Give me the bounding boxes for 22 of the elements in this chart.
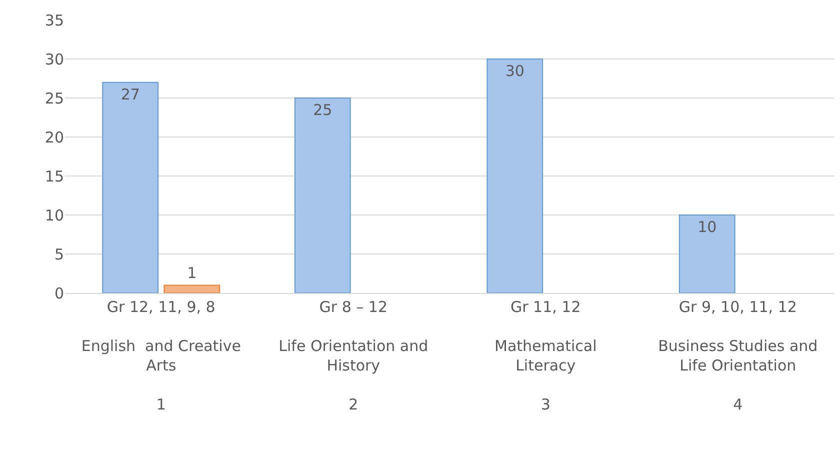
category-label: Gr 8 – 12 Life Orientation and History 2: [278, 298, 428, 414]
y-tick-label: 10: [44, 206, 64, 224]
bar: [486, 58, 544, 293]
y-tick-label: 5: [54, 245, 64, 264]
category-label: Gr 12, 11, 9, 8 English and Creative Arts 1: [81, 298, 241, 414]
bar: [102, 82, 159, 293]
y-tick-label: 25: [44, 89, 64, 108]
category-label: Gr 11, 12 Mathematical Literacy 3: [494, 298, 597, 414]
y-tick-label: 0: [54, 284, 64, 302]
y-tick-label: 20: [44, 128, 64, 146]
bar: [678, 214, 736, 293]
data-label: 25: [313, 101, 332, 119]
data-label: 27: [120, 85, 140, 104]
data-label: 1: [187, 264, 197, 282]
bar: [164, 284, 220, 293]
y-tick-label: 15: [44, 167, 64, 186]
bar: [294, 98, 351, 293]
category-label: Gr 9, 10, 11, 12 Business Studies and Life Orientation 4: [658, 298, 818, 414]
y-tick-label: 35: [44, 11, 64, 30]
data-label: 10: [698, 218, 717, 236]
y-tick-label: 30: [44, 50, 64, 68]
data-label: 30: [505, 62, 524, 80]
